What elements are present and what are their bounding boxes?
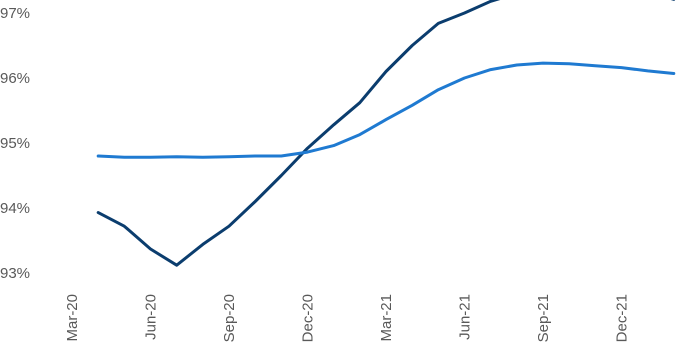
x-tick-label: Sep-21 xyxy=(535,294,552,342)
x-tick-label: Dec-21 xyxy=(614,294,631,342)
y-tick-label: 97% xyxy=(0,5,30,22)
series-line-2 xyxy=(96,61,676,159)
y-tick-label: 96% xyxy=(0,70,30,87)
x-tick-label: Sep-20 xyxy=(221,294,238,342)
series-layer xyxy=(96,0,676,267)
series-line-1 xyxy=(96,0,676,267)
x-axis: Mar-20 Jun-20 Sep-20 Dec-20 Mar-21 Jun-21 Sep-… xyxy=(64,294,631,342)
x-tick-label: Mar-21 xyxy=(378,294,395,342)
x-tick-label: Mar-20 xyxy=(64,294,81,342)
y-tick-label: 95% xyxy=(0,135,30,152)
y-tick-label: 94% xyxy=(0,200,30,217)
x-tick-label: Jun-20 xyxy=(143,294,160,340)
x-tick-label: Jun-21 xyxy=(457,294,474,340)
y-axis: 93% 94% 95% 96% 97% xyxy=(0,5,30,282)
x-tick-label: Dec-20 xyxy=(300,294,317,342)
y-tick-label: 93% xyxy=(0,265,30,282)
